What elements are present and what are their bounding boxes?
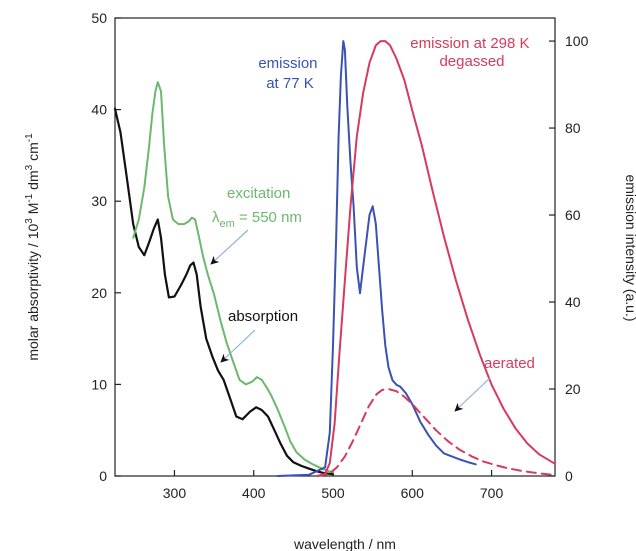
annotation-emission-298k-line1: emission at 298 K xyxy=(410,35,529,52)
y-right-axis-label: emission intensity (a.u.) xyxy=(623,174,636,321)
excitation-arrow xyxy=(210,229,249,265)
y-right-tick-label: 60 xyxy=(565,207,581,223)
annotation-aerated: aerated xyxy=(484,355,535,372)
annotation-emission-77k-line2: at 77 K xyxy=(266,75,314,92)
lambda-symbol: λ xyxy=(212,209,220,226)
x-tick-label: 700 xyxy=(480,485,504,501)
y-right-tick-label: 80 xyxy=(565,120,581,136)
annotation-emission-77k: emission at 77 K xyxy=(258,55,321,92)
y-right-tick-label: 20 xyxy=(565,381,581,397)
y-left-label-sup: 3 xyxy=(24,164,35,170)
series-line-emission-298k xyxy=(316,40,556,477)
y-right-axis-ticks: 0 20 40 60 80 100 xyxy=(549,33,589,484)
series-line-absorption xyxy=(113,107,335,476)
x-axis-label: wavelength / nm xyxy=(293,536,396,551)
y-left-tick-label: 20 xyxy=(91,285,107,301)
annotation-emission-298k-line2: degassed xyxy=(439,53,504,70)
y-right-tick-label: 100 xyxy=(565,33,589,49)
series-line-excitation xyxy=(132,81,334,474)
y-left-tick-label: 10 xyxy=(91,376,107,392)
annotation-absorption: absorption xyxy=(228,308,298,325)
y-left-label-part: molar absorptivity / 10 xyxy=(25,224,41,361)
y-left-tick-label: 40 xyxy=(91,102,107,118)
annotation-emission-77k-line1: emission xyxy=(258,55,317,72)
y-left-tick-label: 0 xyxy=(99,468,107,484)
y-left-label-sup: -1 xyxy=(24,193,35,202)
lambda-value: = 550 nm xyxy=(235,209,302,226)
y-left-label-part: cm xyxy=(25,142,41,165)
y-left-label-part: M xyxy=(25,203,41,219)
annotation-excitation-lambda: λem = 550 nm xyxy=(212,209,302,230)
x-tick-label: 300 xyxy=(163,485,187,501)
y-left-axis-ticks: 0 10 20 30 40 50 xyxy=(91,10,121,484)
y-left-label-sup: -1 xyxy=(24,133,35,142)
x-axis-ticks: 300 400 500 600 700 xyxy=(163,470,504,501)
y-left-axis-label: molar absorptivity / 103 M-1 dm3 cm-1 xyxy=(24,133,41,361)
series-line-emission-298k-aerated xyxy=(316,388,556,477)
y-right-tick-label: 40 xyxy=(565,294,581,310)
lambda-subscript: em xyxy=(220,218,235,230)
series-layer xyxy=(113,40,556,477)
y-right-tick-label: 0 xyxy=(565,468,573,484)
absorption-arrow xyxy=(220,329,256,363)
series-line-emission-77k xyxy=(276,40,477,477)
aerated-arrow xyxy=(454,377,491,412)
x-tick-label: 500 xyxy=(321,485,345,501)
plot-frame xyxy=(114,17,556,477)
y-left-label-part: dm xyxy=(25,170,41,193)
annotation-excitation: excitation xyxy=(227,185,290,202)
y-left-tick-label: 30 xyxy=(91,193,107,209)
x-tick-label: 600 xyxy=(401,485,425,501)
x-tick-label: 400 xyxy=(242,485,266,501)
y-left-label-sup: 3 xyxy=(24,218,35,224)
y-left-tick-label: 50 xyxy=(91,10,107,26)
annotation-emission-298k: emission at 298 K degassed xyxy=(410,35,533,70)
